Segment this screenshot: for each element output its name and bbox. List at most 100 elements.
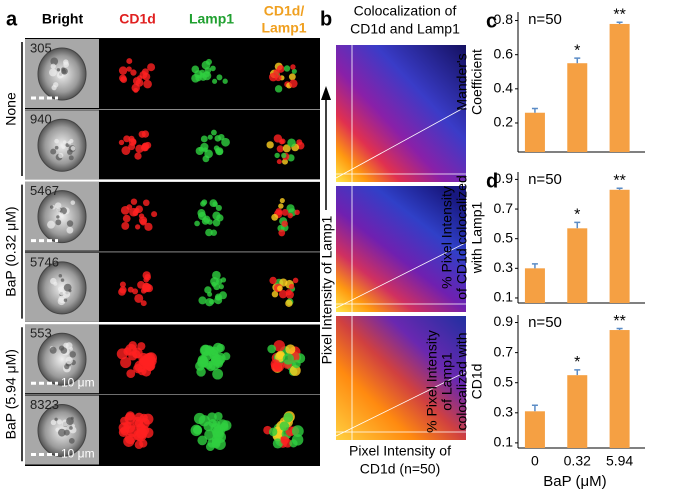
fluorescence: [207, 412, 217, 422]
y-tick-label: 0.6: [494, 45, 514, 61]
fluorescence: [140, 300, 147, 307]
cell-id: 305: [30, 40, 52, 55]
fluorescence: [212, 78, 218, 84]
y-tick-label: 0.1: [494, 289, 514, 305]
fluorescence: [210, 346, 219, 356]
error-bar: [616, 327, 623, 331]
fluorescence: [281, 220, 288, 228]
fluorescence: [276, 350, 285, 360]
fluorescence: [123, 347, 132, 356]
y-tick-label: 0.7: [494, 200, 514, 216]
error-bar: [531, 404, 538, 412]
fluorescence: [268, 427, 278, 437]
fluorescence: [197, 355, 208, 365]
y-tick-label: 0.9: [494, 313, 514, 329]
cell-id: 553: [30, 326, 52, 341]
fluorescence: [204, 149, 213, 159]
cell-texture: [58, 152, 64, 159]
fluorescence: [282, 353, 295, 365]
fluorescence: [140, 218, 147, 226]
cell-texture: [69, 351, 77, 358]
fluorescence: [278, 229, 286, 237]
fluorescence: [291, 68, 297, 74]
cell-texture: [54, 417, 58, 421]
arrow-head: [321, 86, 331, 100]
heatmap: [336, 316, 466, 440]
cell-texture: [56, 215, 60, 219]
panel-title: Colocalization of: [354, 3, 457, 19]
y-tick-label: 0.7: [494, 343, 514, 359]
cell-texture: [49, 346, 57, 354]
fluorescence: [283, 412, 294, 423]
cell-id: 8323: [30, 397, 59, 412]
column-header: Bright: [42, 11, 84, 27]
y-axis-label: colocalized with: [454, 332, 470, 430]
cell-texture: [56, 68, 61, 72]
cell-texture: [62, 140, 67, 144]
cell-texture: [68, 437, 75, 444]
cell-texture: [65, 356, 73, 365]
cell-texture: [54, 145, 59, 150]
fluorescence: [121, 146, 131, 155]
fluorescence: [277, 285, 283, 292]
cell-texture: [70, 200, 76, 205]
fluorescence: [190, 424, 203, 437]
fluorescence: [132, 288, 139, 295]
fluorescence: [151, 211, 158, 218]
fluorescence: [118, 427, 129, 438]
fluorescence: [132, 350, 141, 359]
fluorescence: [285, 289, 292, 296]
fluorescence: [142, 413, 154, 425]
fluorescence: [123, 135, 131, 143]
fluorescence: [296, 139, 303, 146]
cell-texture: [50, 148, 57, 155]
fluorescence: [198, 211, 207, 221]
fluorescence: [273, 340, 286, 352]
cell-texture: [57, 428, 66, 437]
fluorescence: [191, 65, 200, 74]
cell-texture: [61, 67, 68, 75]
cell-texture: [58, 212, 64, 218]
fluorescence: [136, 423, 146, 433]
error-bar: [574, 221, 581, 229]
cell-texture: [50, 277, 57, 285]
cell-texture: [67, 149, 73, 155]
cell-texture: [63, 429, 70, 436]
x-tick-label: 5.94: [606, 453, 633, 469]
fluorescence: [135, 79, 144, 87]
fluorescence: [144, 360, 156, 371]
fluorescence: [212, 218, 221, 227]
fluorescence: [198, 296, 207, 305]
fluorescence: [195, 146, 204, 156]
note: n=50: [528, 314, 562, 331]
y-axis-label: with Lamp1: [469, 201, 485, 274]
y-tick-label: 0.5: [494, 373, 514, 389]
note: n=50: [528, 171, 562, 188]
fluorescence: [204, 286, 212, 294]
y-tick-label: 0.5: [494, 229, 514, 245]
bar: [524, 112, 545, 152]
column-header: CD1d: [119, 11, 156, 27]
cell-texture: [63, 283, 72, 292]
y-axis-label: Coefficient: [469, 49, 485, 115]
cell-texture: [50, 419, 57, 426]
fluorescence: [278, 203, 284, 209]
y-axis-label: of Lamp1: [439, 352, 455, 411]
fluorescence: [200, 135, 208, 143]
fluorescence: [294, 209, 300, 215]
fluorescence: [194, 220, 200, 227]
fluorescence: [137, 342, 146, 351]
fluorescence: [142, 271, 151, 280]
fluorescence: [209, 199, 218, 208]
cell-texture: [50, 57, 59, 66]
heatmap: [336, 186, 466, 312]
panel-label: a: [6, 8, 18, 30]
fluorescence: [147, 63, 156, 72]
fluorescence: [220, 277, 227, 283]
fluorescence: [128, 341, 137, 350]
fluorescence: [120, 416, 129, 426]
fluorescence: [280, 436, 289, 445]
cell-texture: [63, 61, 70, 68]
fluorescence: [266, 141, 274, 149]
